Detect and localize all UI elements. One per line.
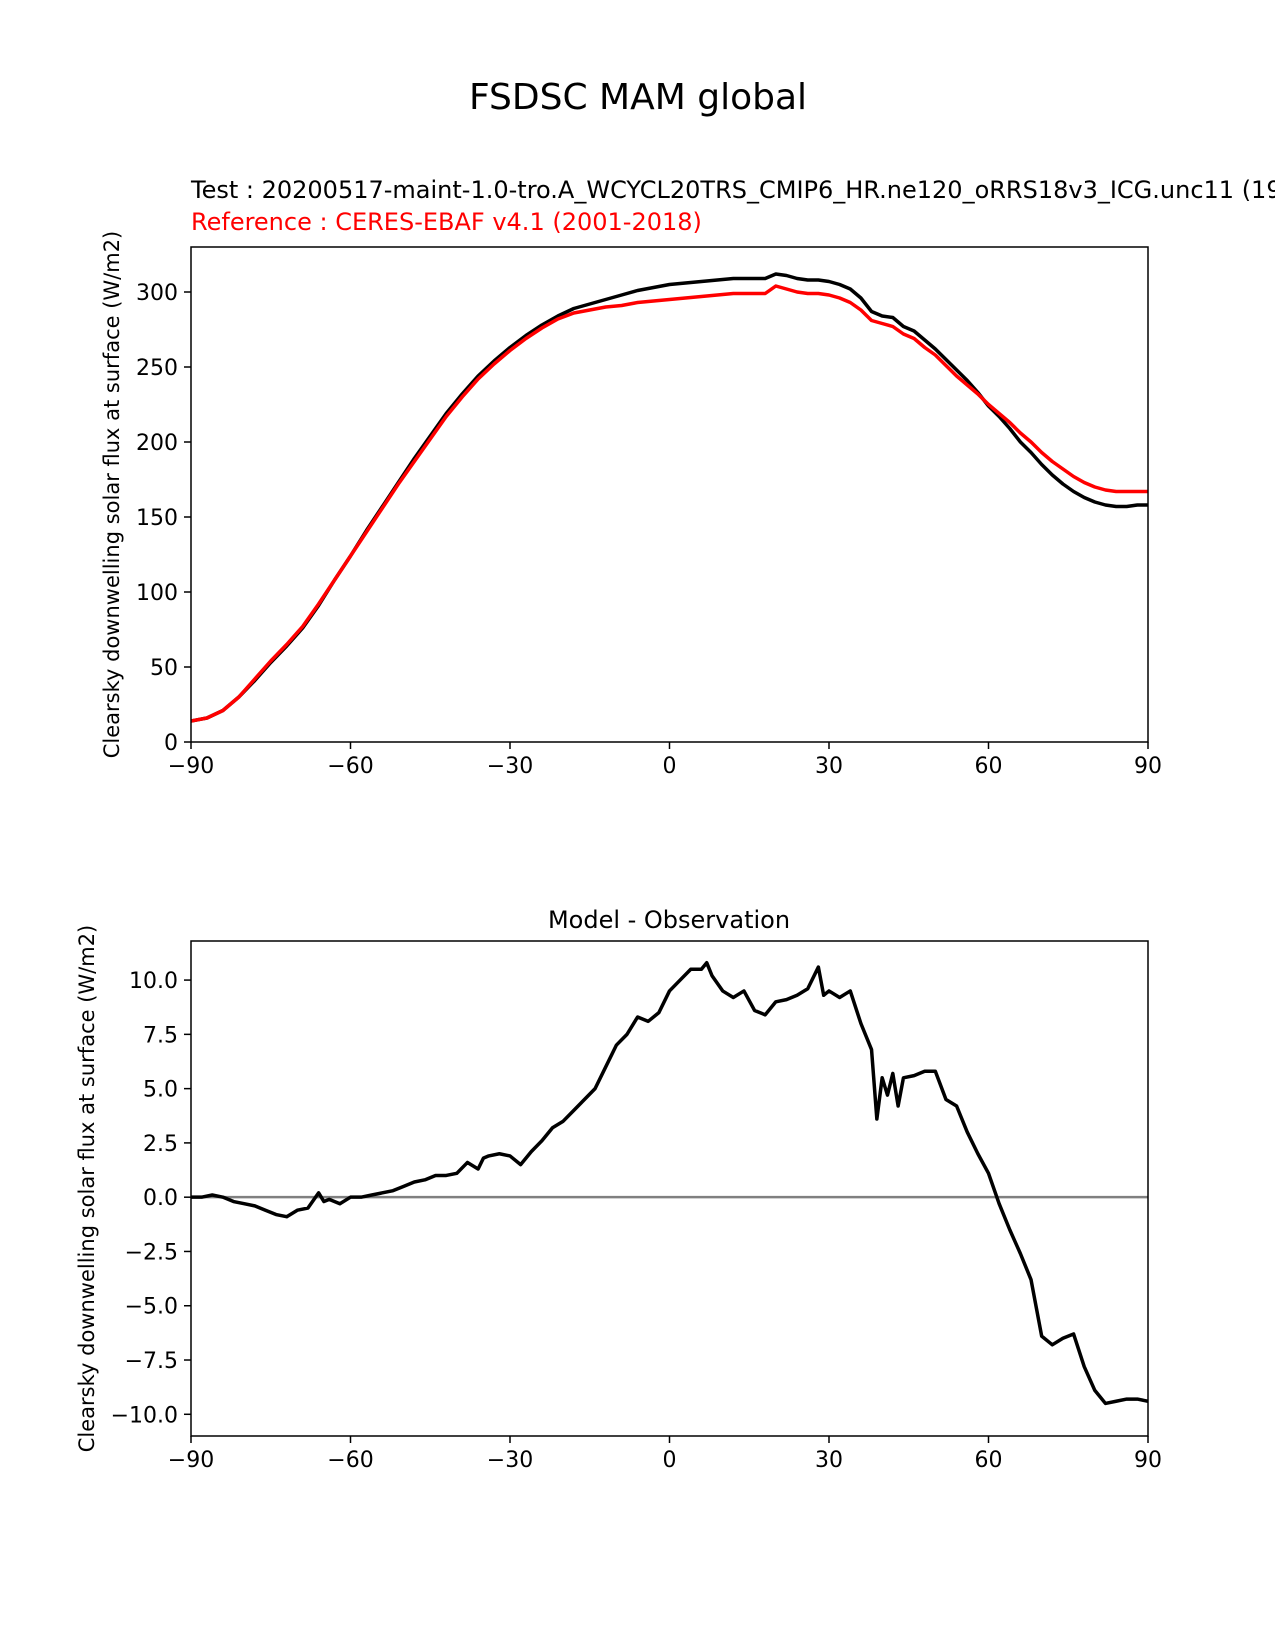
y-tick-label: 100	[136, 581, 178, 606]
x-tick-label: −90	[168, 1448, 214, 1473]
x-tick-label: −90	[168, 754, 214, 779]
x-tick-label: −30	[487, 754, 533, 779]
x-tick-label: −30	[487, 1448, 533, 1473]
y-tick-label: 5.0	[143, 1078, 178, 1103]
y-tick-label: 250	[136, 356, 178, 381]
y-tick-label: −5.0	[125, 1295, 178, 1320]
x-tick-label: 90	[1134, 1448, 1162, 1473]
y-tick-label: 0.0	[143, 1186, 178, 1211]
y-tick-label: 2.5	[143, 1132, 178, 1157]
reference-label: Reference : CERES-EBAF v4.1 (2001-2018)	[191, 208, 702, 236]
panel-bottom: −90 −60 −30 0 30 60 90 10.0 7.5 5.0 2.5 0.0 −2.5 −5.0…	[75, 906, 1162, 1473]
y-tick-label: 0	[164, 731, 178, 756]
y-tick-label: 7.5	[143, 1023, 178, 1048]
series-line-1	[191, 960, 1148, 1406]
y-tick-label: −10.0	[111, 1403, 178, 1428]
y-axis-label: Clearsky downwelling solar flux at surfa…	[100, 231, 124, 759]
y-tick-label: 300	[136, 281, 178, 306]
y-tick-label: 200	[136, 431, 178, 456]
panel-title: Model - Observation	[548, 906, 790, 934]
y-tick-label: −2.5	[125, 1240, 178, 1265]
series-line-2	[191, 284, 1148, 723]
x-tick-label: −60	[327, 1448, 373, 1473]
y-tick-label: 150	[136, 506, 178, 531]
x-tick-label: 60	[975, 1448, 1003, 1473]
y-tick-label: 50	[150, 656, 178, 681]
y-tick-label: −7.5	[125, 1349, 178, 1374]
x-tick-label: 90	[1134, 754, 1162, 779]
x-tick-label: −60	[327, 754, 373, 779]
panel-top: −90 −60 −30 0 30 60 90 0 50 100 150 200 250 300 Clears…	[100, 176, 1275, 779]
test-label: Test : 20200517-maint-1.0-tro.A_WCYCL20T…	[190, 176, 1275, 204]
x-tick-label: 0	[663, 754, 677, 779]
y-tick-label: 10.0	[129, 969, 178, 994]
x-tick-label: 60	[975, 754, 1003, 779]
figure-suptitle: FSDSC MAM global	[469, 77, 807, 118]
x-tick-label: 30	[815, 754, 843, 779]
y-axis-label: Clearsky downwelling solar flux at surfa…	[75, 925, 99, 1453]
x-tick-label: 30	[815, 1448, 843, 1473]
x-tick-label: 0	[663, 1448, 677, 1473]
